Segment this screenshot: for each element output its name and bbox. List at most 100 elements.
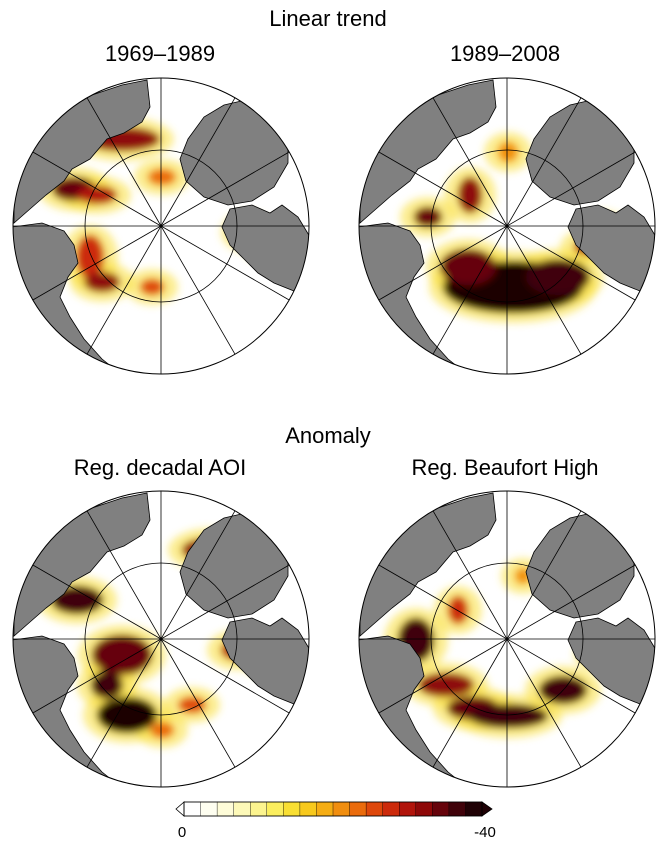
meridian-line <box>506 563 638 640</box>
meridian-line <box>160 563 292 640</box>
meridian-line <box>376 150 508 227</box>
colorbar-high-arrow <box>481 801 493 817</box>
panel-title-reg-decadal-aoi: Reg. decadal AOI <box>73 455 247 480</box>
meridian-line <box>160 508 237 640</box>
colorbar-min-label: 0 <box>177 824 187 841</box>
meridian-line <box>85 225 162 357</box>
heading-linear-trend: Linear trend <box>269 6 387 31</box>
graticule <box>13 78 309 374</box>
meridian-line <box>431 508 508 640</box>
meridian-line <box>160 638 292 715</box>
colorbar-swatch <box>316 801 334 817</box>
trend-patch <box>91 671 123 699</box>
colorbar-swatch <box>266 801 284 817</box>
meridian-line <box>30 150 162 227</box>
panel-title-reg-beaufort-high: Reg. Beaufort High <box>411 455 599 480</box>
map-reg-beaufort-high <box>358 490 656 788</box>
map-border <box>12 490 310 788</box>
colorbar-max-label: -40 <box>474 824 496 841</box>
graticule <box>359 491 655 787</box>
land-mass <box>13 79 151 224</box>
meridian-line <box>506 508 583 640</box>
meridian-line <box>506 150 638 227</box>
colorbar-swatch <box>283 801 301 817</box>
map-border <box>358 490 656 788</box>
colorbar-low-arrow <box>175 801 185 817</box>
latitude-circle <box>430 149 584 303</box>
heading-anomaly: Anomaly <box>285 423 371 448</box>
latitude-circle <box>430 562 584 716</box>
trend-patch <box>498 142 518 162</box>
panel-title-1969-1989: 1969–1989 <box>104 41 216 66</box>
trend-patch <box>418 673 474 697</box>
trend-patch <box>414 207 442 227</box>
trend-patch <box>468 704 548 728</box>
trend-patch <box>84 272 120 292</box>
colorbar-swatch <box>465 801 483 817</box>
map-reg-decadal-aoi <box>12 490 310 788</box>
meridian-line <box>431 638 508 770</box>
land-mass <box>13 492 151 637</box>
colorbar-swatch <box>233 801 251 817</box>
meridian-line <box>431 225 508 357</box>
colorbar-swatch <box>432 801 450 817</box>
land-mass <box>359 492 497 637</box>
meridian-line <box>376 225 508 302</box>
colorbar-swatch <box>299 801 318 817</box>
colorbar-swatch <box>365 801 384 817</box>
trend-patch <box>76 235 104 279</box>
colorbar-swatch <box>200 801 218 817</box>
colorbar-swatch <box>250 801 268 817</box>
meridian-line <box>160 95 237 227</box>
meridian-line <box>376 563 508 640</box>
meridian-line <box>376 638 508 715</box>
colorbar-swatch <box>448 801 467 817</box>
trend-patch <box>178 697 206 713</box>
trend-patch <box>440 249 496 285</box>
panel-title-1989-2008: 1989–2008 <box>449 41 561 66</box>
meridian-line <box>30 638 162 715</box>
map-1989-2008 <box>358 77 656 375</box>
meridian-line <box>160 225 237 357</box>
map-border <box>12 77 310 375</box>
colorbar-swatch <box>183 801 202 817</box>
meridian-line <box>85 508 162 640</box>
meridian-line <box>85 638 162 770</box>
colorbar-frame <box>183 801 483 817</box>
meridian-line <box>160 638 237 770</box>
meridian-line <box>30 225 162 302</box>
graticule <box>13 491 309 787</box>
colorbar-swatch <box>349 801 367 817</box>
meridian-line <box>160 225 292 302</box>
colorbar <box>175 801 493 817</box>
colorbar-swatch <box>415 801 433 817</box>
meridian-line <box>506 95 583 227</box>
latitude-circle <box>84 562 238 716</box>
colorbar-swatch <box>332 801 351 817</box>
meridian-line <box>506 638 638 715</box>
trend-patch <box>140 279 164 295</box>
meridian-line <box>506 225 638 302</box>
trend-patch <box>77 186 117 204</box>
colorbar-swatch <box>216 801 235 817</box>
latitude-circle <box>84 149 238 303</box>
trend-patch <box>458 177 482 213</box>
meridian-line <box>431 95 508 227</box>
meridian-line <box>160 150 292 227</box>
trend-patch <box>148 169 176 185</box>
meridian-line <box>506 638 583 770</box>
trend-patch <box>92 635 152 675</box>
colorbar-swatch <box>399 801 417 817</box>
map-1969-1989 <box>12 77 310 375</box>
graticule <box>359 78 655 374</box>
meridian-line <box>85 95 162 227</box>
meridian-line <box>506 225 583 357</box>
land-mass <box>359 79 497 224</box>
trend-patch <box>97 697 157 733</box>
trend-patch <box>448 596 468 624</box>
trend-patch <box>150 722 174 738</box>
trend-patch <box>526 259 590 295</box>
map-border <box>358 77 656 375</box>
colorbar-swatch <box>382 801 400 817</box>
meridian-line <box>30 563 162 640</box>
